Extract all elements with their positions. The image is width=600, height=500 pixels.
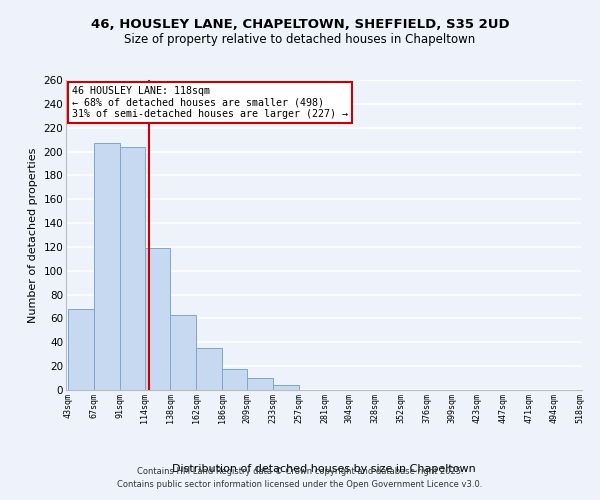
Bar <box>68 309 94 390</box>
Text: Size of property relative to detached houses in Chapeltown: Size of property relative to detached ho… <box>124 32 476 46</box>
Bar <box>94 143 120 390</box>
Bar <box>145 248 170 390</box>
Bar <box>120 147 145 390</box>
Bar <box>196 348 222 390</box>
Bar <box>247 378 273 390</box>
Text: Contains HM Land Registry data © Crown copyright and database right 2025.: Contains HM Land Registry data © Crown c… <box>137 467 463 476</box>
Text: Contains public sector information licensed under the Open Government Licence v3: Contains public sector information licen… <box>118 480 482 489</box>
X-axis label: Distribution of detached houses by size in Chapeltown: Distribution of detached houses by size … <box>172 464 476 474</box>
Bar <box>273 385 299 390</box>
Y-axis label: Number of detached properties: Number of detached properties <box>28 148 38 322</box>
Text: 46, HOUSLEY LANE, CHAPELTOWN, SHEFFIELD, S35 2UD: 46, HOUSLEY LANE, CHAPELTOWN, SHEFFIELD,… <box>91 18 509 30</box>
Bar <box>222 368 247 390</box>
Text: 46 HOUSLEY LANE: 118sqm
← 68% of detached houses are smaller (498)
31% of semi-d: 46 HOUSLEY LANE: 118sqm ← 68% of detache… <box>73 86 349 119</box>
Bar <box>170 315 196 390</box>
